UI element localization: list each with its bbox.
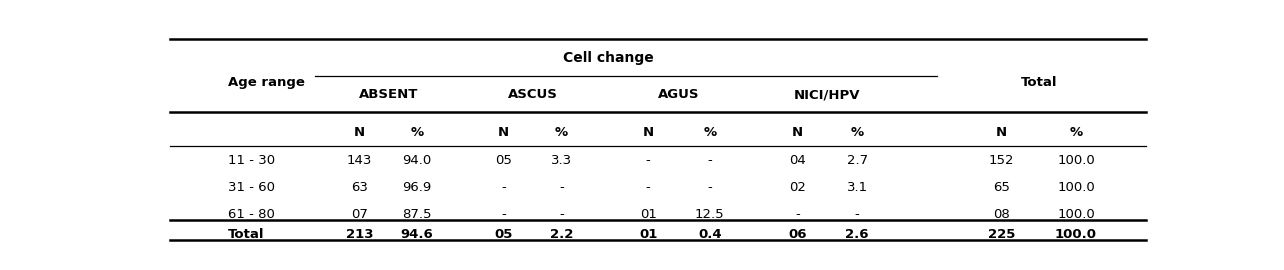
Text: 87.5: 87.5 <box>402 208 431 221</box>
Text: -: - <box>502 181 506 194</box>
Text: -: - <box>707 181 713 194</box>
Text: 100.0: 100.0 <box>1055 228 1097 241</box>
Text: 12.5: 12.5 <box>695 208 724 221</box>
Text: 61 - 80: 61 - 80 <box>229 208 275 221</box>
Text: 31 - 60: 31 - 60 <box>229 181 275 194</box>
Text: 100.0: 100.0 <box>1057 181 1095 194</box>
Text: -: - <box>502 208 506 221</box>
Text: 3.3: 3.3 <box>551 154 573 167</box>
Text: 100.0: 100.0 <box>1057 208 1095 221</box>
Text: -: - <box>795 208 800 221</box>
Text: 0.4: 0.4 <box>698 228 722 241</box>
Text: N: N <box>642 126 654 139</box>
Text: NICI/HPV: NICI/HPV <box>794 88 860 101</box>
Text: -: - <box>855 208 859 221</box>
Text: AGUS: AGUS <box>659 88 700 101</box>
Text: 06: 06 <box>788 228 806 241</box>
Text: -: - <box>646 181 651 194</box>
Text: 08: 08 <box>993 208 1009 221</box>
Text: %: % <box>411 126 424 139</box>
Text: 143: 143 <box>347 154 372 167</box>
Text: 100.0: 100.0 <box>1057 154 1095 167</box>
Text: N: N <box>354 126 365 139</box>
Text: 2.7: 2.7 <box>846 154 868 167</box>
Text: 94.0: 94.0 <box>403 154 431 167</box>
Text: Total: Total <box>1021 76 1058 89</box>
Text: 2.6: 2.6 <box>845 228 869 241</box>
Text: 63: 63 <box>351 181 369 194</box>
Text: Total: Total <box>229 228 265 241</box>
Text: 65: 65 <box>993 181 1009 194</box>
Text: 05: 05 <box>496 154 512 167</box>
Text: %: % <box>850 126 864 139</box>
Text: N: N <box>498 126 510 139</box>
Text: Age range: Age range <box>229 76 306 89</box>
Text: %: % <box>704 126 716 139</box>
Text: 94.6: 94.6 <box>401 228 434 241</box>
Text: 2.2: 2.2 <box>550 228 573 241</box>
Text: 05: 05 <box>494 228 514 241</box>
Text: ABSENT: ABSENT <box>358 88 419 101</box>
Text: 213: 213 <box>345 228 374 241</box>
Text: 07: 07 <box>351 208 369 221</box>
Text: Cell change: Cell change <box>562 51 654 65</box>
Text: 04: 04 <box>788 154 806 167</box>
Text: ASCUS: ASCUS <box>507 88 557 101</box>
Text: 11 - 30: 11 - 30 <box>229 154 275 167</box>
Text: N: N <box>996 126 1007 139</box>
Text: -: - <box>707 154 713 167</box>
Text: N: N <box>792 126 802 139</box>
Text: 152: 152 <box>989 154 1014 167</box>
Text: -: - <box>646 154 651 167</box>
Text: 225: 225 <box>987 228 1016 241</box>
Text: 02: 02 <box>788 181 806 194</box>
Text: -: - <box>559 181 564 194</box>
Text: 01: 01 <box>639 228 657 241</box>
Text: 01: 01 <box>639 208 656 221</box>
Text: 3.1: 3.1 <box>846 181 868 194</box>
Text: %: % <box>555 126 568 139</box>
Text: 96.9: 96.9 <box>403 181 431 194</box>
Text: -: - <box>559 208 564 221</box>
Text: %: % <box>1070 126 1082 139</box>
